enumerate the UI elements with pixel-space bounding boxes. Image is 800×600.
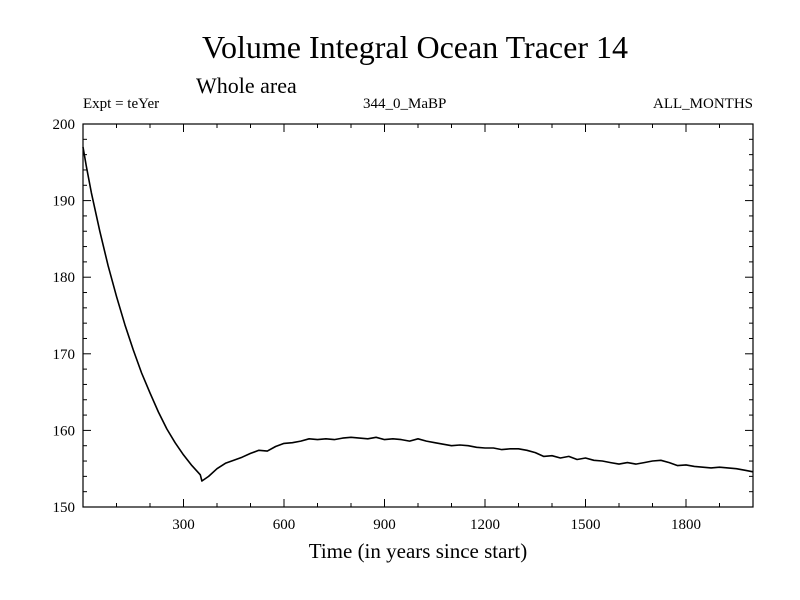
y-tick-label: 150 xyxy=(53,500,76,516)
chart-title: Volume Integral Ocean Tracer 14 xyxy=(202,29,628,65)
x-tick-label: 1200 xyxy=(470,517,500,533)
x-axis-label: Time (in years since start) xyxy=(309,539,528,563)
chart-subtitle: Whole area xyxy=(196,73,297,98)
plot-frame xyxy=(82,123,754,508)
months-label: ALL_MONTHS xyxy=(653,96,753,112)
period-label: 344_0_MaBP xyxy=(363,96,446,112)
experiment-label: Expt = teYer xyxy=(83,96,159,112)
x-tick-label: 1800 xyxy=(671,517,701,533)
x-tick-labels: 300 600 900 1200 1500 1800 xyxy=(172,517,701,533)
x-tick-label: 600 xyxy=(273,517,296,533)
y-tick-label: 170 xyxy=(53,347,76,363)
y-tick-label: 190 xyxy=(53,194,76,210)
x-tick-label: 1500 xyxy=(571,517,601,533)
x-tick-label: 900 xyxy=(373,517,396,533)
y-tick-label: 160 xyxy=(53,423,76,439)
axis-ticks xyxy=(83,124,753,507)
y-tick-label: 180 xyxy=(53,270,76,286)
y-tick-labels: 150 160 170 180 190 200 xyxy=(53,117,76,516)
series-line xyxy=(82,146,754,482)
x-tick-label: 300 xyxy=(172,517,195,533)
y-tick-label: 200 xyxy=(53,117,76,133)
